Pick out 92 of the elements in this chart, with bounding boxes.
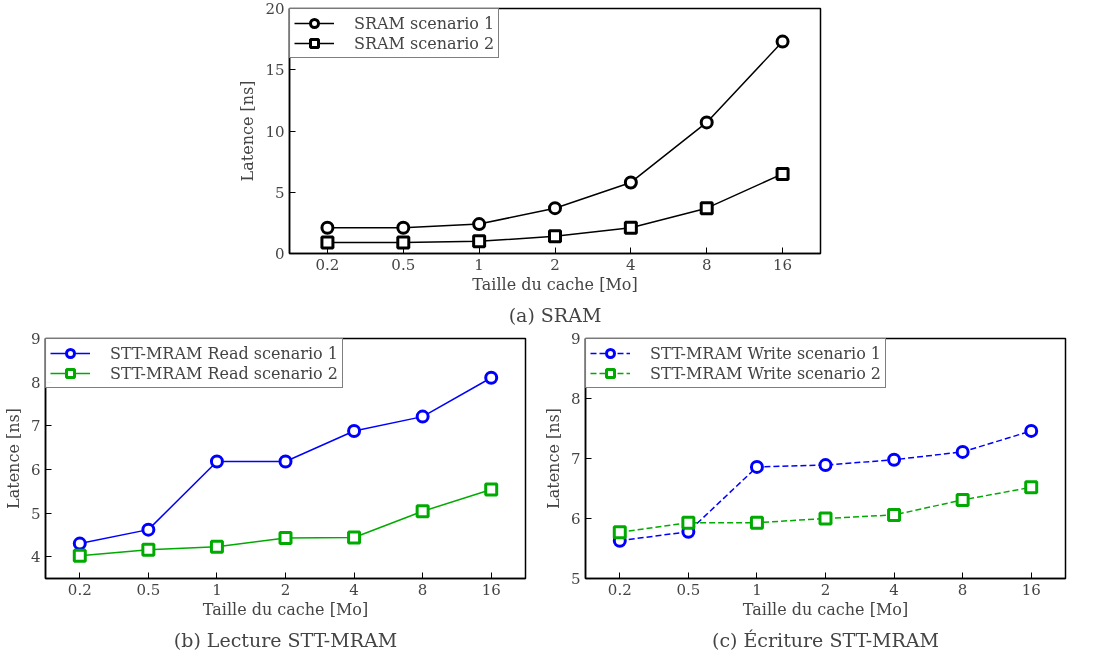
point [612, 525, 627, 540]
point [347, 530, 362, 545]
x-axis-title: Taille du cache [Mo] [472, 274, 638, 294]
point [278, 454, 293, 469]
point [623, 220, 638, 235]
point [141, 542, 156, 557]
point [141, 522, 156, 537]
x-tick-label: 4 [626, 255, 636, 274]
point [72, 548, 87, 563]
point [775, 34, 790, 49]
x-tick-label: 0.5 [676, 580, 701, 599]
y-tick-label: 4 [30, 548, 41, 567]
point [396, 220, 411, 235]
y-tick-label: 10 [265, 122, 285, 141]
point [320, 235, 335, 250]
point [1024, 480, 1039, 495]
x-tick-label: 4 [349, 580, 359, 599]
x-tick-label: 0.2 [315, 255, 340, 274]
y-axis-title: Latence [ns] [238, 80, 258, 182]
legend-label: STT-MRAM Read scenario 1 [110, 343, 338, 363]
point [278, 530, 293, 545]
point [699, 201, 714, 216]
point [955, 444, 970, 459]
point [623, 175, 638, 190]
point [472, 234, 487, 249]
point [484, 482, 499, 497]
x-tick-label: 2 [550, 255, 560, 274]
point [775, 166, 790, 181]
x-axis-title: Taille du cache [Mo] [202, 599, 369, 619]
y-tick-label: 6 [30, 460, 41, 479]
text: (a) SRAM [508, 303, 602, 326]
x-tick-label: 16 [773, 255, 793, 274]
point [818, 511, 833, 526]
legend-label: SRAM scenario 2 [354, 33, 495, 53]
x-tick-label: 8 [417, 580, 428, 599]
x-tick-label: 0.2 [67, 580, 92, 599]
y-tick-label: 6 [570, 510, 581, 528]
point [699, 115, 714, 130]
point [1024, 423, 1039, 438]
point [472, 217, 487, 232]
y-tick-label: 5 [570, 570, 581, 588]
point [749, 515, 764, 530]
point [887, 507, 902, 522]
point [548, 201, 562, 216]
point [209, 454, 224, 469]
y-axis-title: Latence [ns] [543, 408, 563, 509]
point [548, 229, 562, 244]
y-tick-label: 0 [274, 245, 285, 263]
point [681, 515, 696, 530]
legend-label: STT-MRAM Read scenario 2 [110, 363, 338, 383]
x-tick-label: 2 [820, 580, 831, 599]
point [347, 424, 362, 438]
point [209, 539, 224, 554]
y-tick-label: 7 [30, 417, 41, 436]
x-tick-label: 0.5 [391, 255, 416, 274]
x-tick-label: 1 [752, 580, 762, 599]
x-tick-label: 16 [481, 580, 501, 599]
point [396, 235, 411, 250]
y-tick-label: 8 [30, 373, 41, 392]
y-tick-label: 7 [570, 450, 581, 468]
text: (c) Écriture STT-MRAM [711, 628, 940, 651]
point [415, 409, 430, 424]
y-tick-label: 20 [265, 0, 285, 18]
point [887, 452, 902, 467]
x-tick-label: 0.2 [607, 580, 632, 599]
y-tick-label: 9 [570, 330, 581, 348]
point [320, 220, 335, 235]
point [749, 459, 764, 474]
x-tick-label: 1 [474, 255, 484, 274]
x-tick-label: 4 [889, 580, 899, 599]
y-tick-label: 5 [274, 183, 285, 202]
legend-label: STT-MRAM Write scenario 2 [650, 363, 882, 383]
x-tick-label: 1 [212, 580, 222, 599]
x-tick-label: 2 [280, 580, 291, 599]
y-tick-label: 8 [570, 390, 581, 408]
point [955, 492, 970, 507]
point [818, 458, 833, 473]
x-tick-label: 0.5 [136, 580, 161, 599]
x-tick-label: 16 [1021, 580, 1041, 599]
text: (b) Lecture STT-MRAM [173, 628, 398, 651]
legend-label: SRAM scenario 1 [354, 13, 495, 33]
y-tick-label: 15 [265, 61, 285, 80]
x-tick-label: 8 [701, 255, 712, 274]
x-axis-title: Taille du cache [Mo] [742, 599, 909, 619]
x-tick-label: 8 [957, 580, 968, 599]
y-tick-label: 9 [30, 330, 41, 348]
point [484, 370, 499, 385]
legend-label: STT-MRAM Write scenario 1 [650, 343, 882, 363]
y-axis-title: Latence [ns] [3, 408, 23, 509]
point [415, 504, 430, 519]
point [72, 536, 87, 551]
y-tick-label: 5 [30, 504, 41, 523]
